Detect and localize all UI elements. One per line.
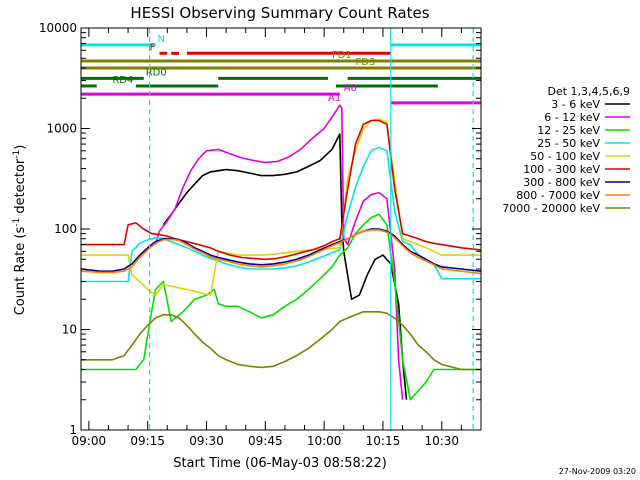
x-tick-label: 09:15 (130, 434, 165, 448)
x-axis: 09:00 09:15 09:30 09:45 10:00 10:15 10:30 (72, 28, 482, 448)
attenuator-markers (149, 28, 474, 430)
y-tick-label: 1 (69, 423, 77, 437)
x-axis-label: Start Time (06-May-03 08:58:22) (173, 456, 387, 471)
y-axis: 1 10 100 1000 10000 (39, 21, 481, 437)
flag-label-fd1: FD1 (332, 50, 352, 61)
x-tick-label: 10:15 (366, 434, 401, 448)
series-line (162, 133, 408, 400)
plot-frame (80, 27, 482, 431)
legend-label: 100 - 300 keV (523, 163, 600, 176)
flag-label-rd4: RD4 (112, 75, 133, 86)
x-tick-label: 09:00 (72, 434, 107, 448)
series-lines (80, 104, 482, 401)
series-line (80, 229, 482, 275)
series-line (154, 104, 404, 400)
series-line (81, 119, 482, 261)
series-line (81, 146, 481, 283)
series-line (81, 213, 481, 401)
x-tick-label: 10:30 (424, 434, 459, 448)
legend-label: 3 - 6 keV (551, 98, 600, 111)
flag-label-n: N (157, 34, 164, 45)
legend-label: 50 - 100 keV (530, 150, 600, 163)
flag-label-rd0: RD0 (146, 67, 167, 78)
legend-label: 6 - 12 keV (544, 111, 600, 124)
flag-label-fd3: FD3 (356, 57, 376, 68)
series-line (81, 311, 481, 371)
flag-label-a1: A1 (328, 93, 341, 104)
flag-label-f: F (150, 42, 156, 53)
legend-label: 25 - 50 keV (537, 137, 600, 150)
flag-label-a0: A0 (344, 83, 357, 94)
y-tick-label: 100 (54, 222, 77, 236)
legend-label: 800 - 7000 keV (516, 189, 600, 202)
series-line (81, 118, 481, 296)
legend-title: Det 1,3,4,5,6,9 (547, 85, 630, 98)
y-tick-label: 1000 (46, 122, 77, 136)
legend-label: 7000 - 20000 keV (502, 202, 600, 215)
chart-title: HESSI Observing Summary Count Rates (130, 4, 429, 22)
y-tick-label: 10 (62, 323, 77, 337)
footer-date: 27-Nov-2009 03:20 (559, 467, 636, 476)
x-tick-label: 09:30 (189, 434, 224, 448)
x-tick-label: 10:00 (307, 434, 342, 448)
y-tick-label: 10000 (39, 21, 77, 35)
legend-label: 300 - 800 keV (523, 176, 600, 189)
y-axis-label: Count Rate (s-1 detector-1) (12, 145, 28, 316)
series-line (80, 228, 482, 272)
legend-label: 12 - 25 keV (537, 124, 600, 137)
x-tick-label: 09:45 (248, 434, 283, 448)
